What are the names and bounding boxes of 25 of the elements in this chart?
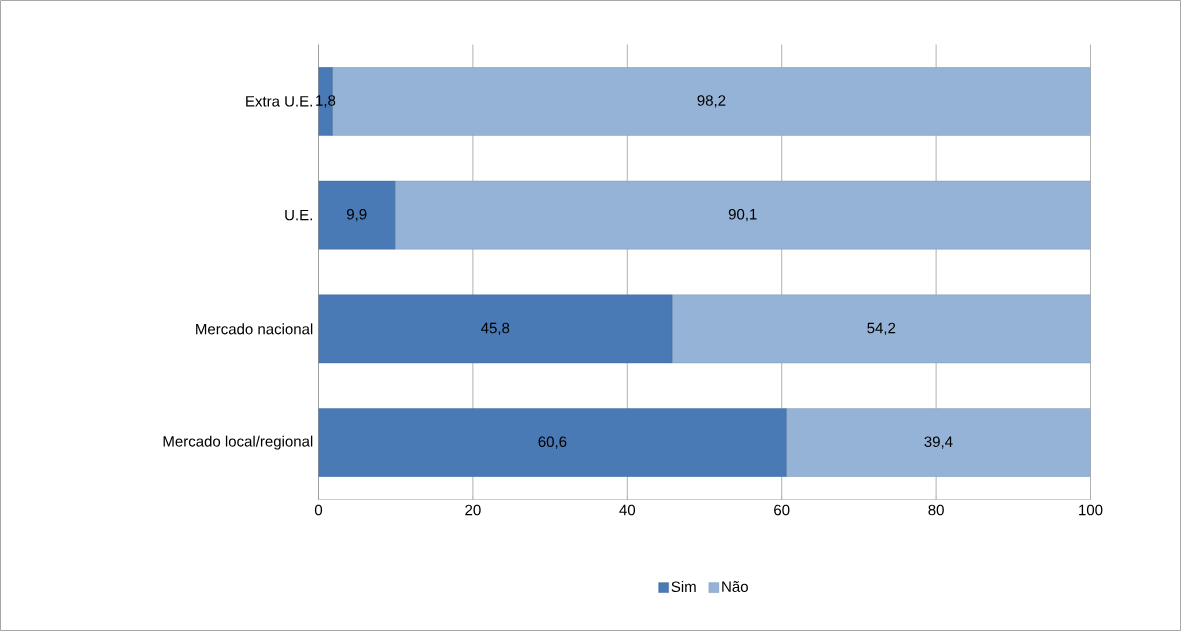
data-label: 39,4	[924, 436, 953, 449]
data-label: 90,1	[728, 208, 757, 222]
x-tick-label: 80	[928, 504, 944, 516]
legend-label: Não	[722, 581, 748, 592]
x-tick-label: 60	[774, 504, 790, 516]
y-tick-label: U.E.	[285, 209, 312, 221]
data-label: 98,2	[697, 95, 726, 108]
bar	[318, 408, 787, 477]
y-tick-label: Mercado local/regional	[163, 435, 313, 450]
x-tick-label: 0	[314, 504, 323, 516]
bar	[318, 180, 396, 250]
data-label: 54,2	[867, 322, 896, 336]
x-tick-label: 100	[1079, 504, 1103, 516]
bar	[318, 294, 673, 364]
y-tick-label: Mercado nacional	[196, 323, 313, 335]
bar	[786, 408, 1091, 477]
x-tick-label: 20	[465, 504, 481, 516]
data-label: 60,6	[538, 436, 567, 449]
bar	[394, 180, 1091, 250]
bar	[671, 294, 1091, 364]
x-tick-label: 40	[619, 504, 636, 516]
legend-label: Sim	[671, 581, 696, 593]
y-tick-label: Extra U.E.	[246, 96, 312, 107]
data-label: 45,8	[481, 322, 510, 336]
data-label: 9,9	[347, 208, 367, 222]
